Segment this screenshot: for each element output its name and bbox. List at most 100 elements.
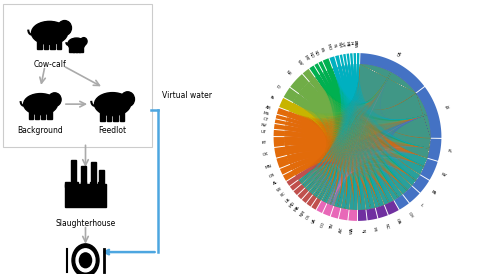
Polygon shape [328,170,394,206]
Polygon shape [286,118,430,158]
Polygon shape [290,139,430,170]
Polygon shape [284,137,327,187]
Text: CS: CS [305,213,312,221]
Polygon shape [357,64,394,205]
Polygon shape [286,122,334,200]
Polygon shape [284,137,357,210]
Polygon shape [316,75,346,208]
Polygon shape [296,162,384,208]
Polygon shape [338,66,430,138]
Polygon shape [328,67,346,206]
Polygon shape [354,64,384,208]
Polygon shape [322,58,332,71]
Polygon shape [348,64,430,158]
Polygon shape [290,103,375,209]
Polygon shape [287,139,430,164]
Polygon shape [309,64,356,195]
Bar [76,46,80,52]
Polygon shape [351,64,402,200]
Polygon shape [284,131,402,200]
Polygon shape [284,137,430,158]
Polygon shape [294,94,430,158]
Polygon shape [285,93,430,138]
Polygon shape [290,103,427,174]
Polygon shape [298,65,348,184]
Polygon shape [287,152,336,203]
Polygon shape [310,78,430,158]
Polygon shape [274,147,286,158]
Polygon shape [338,64,415,110]
Polygon shape [346,53,350,65]
Polygon shape [333,67,348,208]
Polygon shape [322,71,342,203]
Polygon shape [290,153,420,185]
Polygon shape [290,149,427,174]
Text: MT: MT [302,55,310,62]
Polygon shape [324,71,430,138]
Polygon shape [333,67,430,158]
Polygon shape [333,67,430,138]
Polygon shape [290,156,394,205]
Polygon shape [316,75,412,194]
Polygon shape [318,169,342,206]
Polygon shape [285,144,427,174]
Polygon shape [292,93,430,175]
Polygon shape [285,145,394,205]
Polygon shape [318,67,344,200]
Polygon shape [294,93,430,138]
Bar [65,182,70,187]
Polygon shape [342,64,354,209]
Polygon shape [296,162,340,206]
Polygon shape [351,64,416,110]
Text: FL: FL [448,149,453,154]
Polygon shape [288,112,366,210]
Polygon shape [292,139,430,175]
Text: CO: CO [320,221,326,228]
Polygon shape [302,67,343,187]
Polygon shape [345,65,384,208]
Polygon shape [287,151,402,200]
Polygon shape [318,64,354,200]
Polygon shape [302,78,334,187]
Polygon shape [310,78,420,185]
Bar [90,182,94,187]
Polygon shape [334,65,351,208]
Polygon shape [328,171,375,209]
Polygon shape [294,94,330,187]
Polygon shape [284,131,333,200]
Polygon shape [284,64,416,136]
Text: NY: NY [440,172,447,178]
Bar [71,160,76,187]
Polygon shape [345,65,412,194]
Ellipse shape [80,38,87,45]
Polygon shape [284,93,430,138]
Polygon shape [334,66,349,208]
Polygon shape [288,112,329,191]
Polygon shape [284,131,336,203]
Polygon shape [416,87,442,138]
Polygon shape [345,64,416,110]
Polygon shape [298,67,343,184]
Polygon shape [313,64,356,198]
Polygon shape [302,73,336,187]
Polygon shape [299,82,342,206]
Polygon shape [284,137,336,203]
Polygon shape [354,64,430,158]
Polygon shape [285,126,427,174]
Polygon shape [351,64,430,138]
Polygon shape [299,82,345,208]
Bar [65,184,106,207]
Polygon shape [348,64,412,194]
Polygon shape [288,64,416,123]
Polygon shape [284,131,430,158]
Polygon shape [288,112,332,198]
Polygon shape [290,103,402,200]
Polygon shape [334,65,350,208]
Polygon shape [403,186,419,203]
Polygon shape [298,82,332,184]
Polygon shape [287,64,416,164]
Text: IL: IL [419,203,424,208]
Polygon shape [313,68,342,198]
Polygon shape [306,166,341,206]
Polygon shape [316,75,430,138]
